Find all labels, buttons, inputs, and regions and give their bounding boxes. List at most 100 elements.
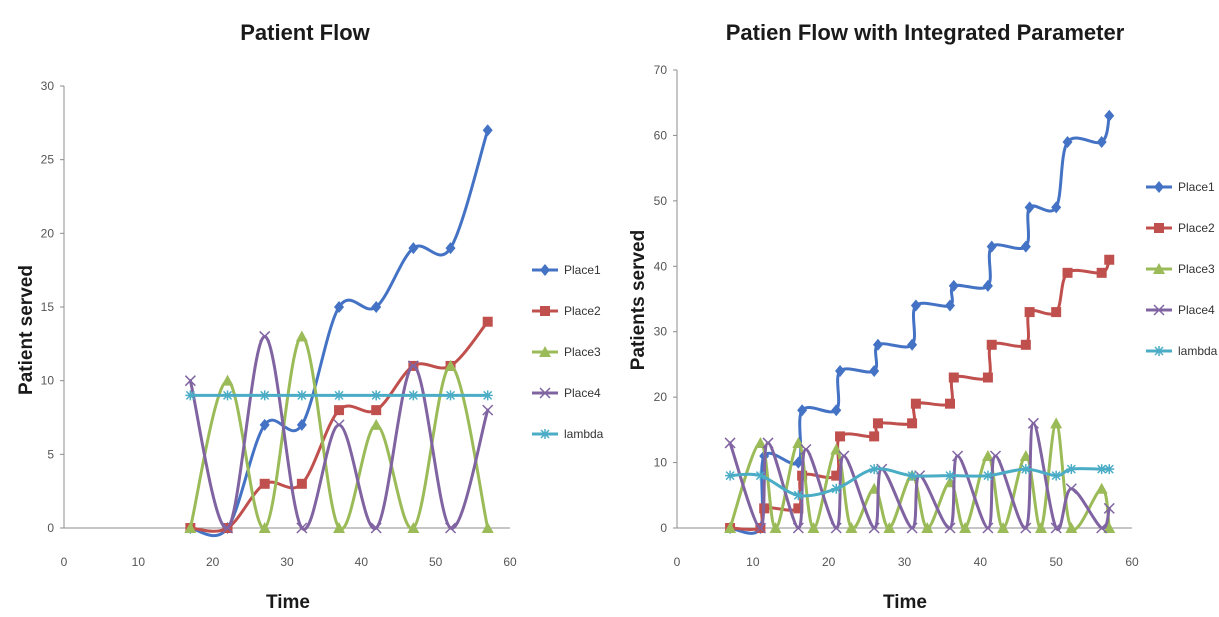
left-chart-series-lambda-point [482,390,493,401]
left-chart-series-place4-point [184,375,196,387]
right-chart-series-lambda-point [831,483,842,494]
right-chart-series-place1-point [1051,201,1062,214]
right-chart-series-place4-point [944,522,956,534]
left-chart-legend-item-place2: Place2 [532,304,601,318]
left-chart-legend-marker [539,346,551,357]
right-chart-series-place2-point [1062,267,1073,278]
right-chart-title: Patien Flow with Integrated Parameter [726,20,1125,45]
left-chart-series-place3-point [444,359,457,371]
chart-patient-flow-svg: Patient Flow 0 5 10 15 20 25 30 0 10 20 30 40 50 60 Tim… [16,20,604,613]
left-chart-series-place4-point [370,522,382,534]
right-chart-series-place1-point [831,404,842,417]
right-chart-series-place2-point [945,398,955,409]
right-chart-series-place4-point [1103,502,1115,514]
left-chart-series-lambda-point [259,390,270,401]
left-chart-y-tick-label: 30 [41,79,55,93]
left-chart-series-place4-point [296,522,308,534]
right-chart-legend-label: Place1 [1178,180,1215,194]
right-chart-series-place3-point [959,522,972,533]
right-chart-series-place3-point [883,522,896,533]
left-chart-series-place1-point [334,301,345,313]
right-chart-series-lambda-point [1096,464,1107,475]
left-chart-series-place1-point [371,301,382,313]
right-chart-series-place1-point [835,364,846,377]
right-chart-legend-label: Place4 [1178,303,1215,317]
right-chart-series-lambda-point [945,470,955,481]
right-chart-series-place1-point [982,279,993,292]
left-chart-y-axis-title: Patient served [16,265,37,395]
right-chart-series-place4-point [830,522,842,534]
left-chart-series-place3-point [295,330,308,342]
left-chart-series-place3-point [258,522,271,533]
right-chart-series-place3-point [1065,522,1078,533]
right-chart-series-place2-point [1051,307,1062,318]
right-chart-series-place1 [725,109,1115,535]
chart-integrated-parameter-svg: Patien Flow with Integrated Parameter 0 10… [628,20,1218,613]
right-chart-x-tick-label: 40 [974,555,988,569]
right-chart-series-place4-point [792,522,804,534]
right-chart-y-tick-label: 20 [654,390,668,404]
left-chart-series-place1-point [445,242,456,255]
right-chart-series-place2-point [835,431,846,442]
left-chart-series-place4-line [188,334,490,531]
right-chart-x-tick-label: 60 [1125,555,1139,569]
right-chart-x-tick-label: 10 [746,555,760,569]
right-chart-series-place3-point [754,436,767,448]
right-chart-legend-marker [1153,304,1165,316]
right-chart-series-place2-point [1020,339,1031,350]
left-chart-x-tick-label: 60 [503,555,517,569]
left-chart-series-place4-point [259,330,271,342]
left-chart-series-lambda-point [334,390,345,401]
right-chart-legend-item-place3: Place3 [1146,262,1215,276]
left-chart-x-tick-label: 20 [206,555,220,569]
right-chart-y-tick-label: 60 [654,128,668,142]
right-chart-series-place1-line [728,114,1111,535]
left-chart-series-place2-point [482,316,493,327]
left-chart-x-axis-title: Time [266,592,310,613]
right-chart-series-place2-point [986,339,997,350]
right-chart-legend-item-place1: Place1 [1146,180,1215,194]
right-chart-series-lambda [725,464,1115,501]
right-chart-legend-label: Place2 [1178,221,1215,235]
right-chart-series-place4-point [982,522,994,534]
right-chart-series-place1-point [869,364,880,377]
left-chart-x-tick-label: 10 [132,555,146,569]
right-chart-series-place2-point [1096,267,1107,278]
left-chart-legend-label: Place4 [564,386,601,400]
left-chart-series-lambda-point [408,390,419,401]
left-chart-series-place3-point [407,522,420,533]
left-chart-series-lambda-point [371,390,382,401]
right-chart-series-place3-point [845,522,858,533]
right-chart-series-lambda-point [1104,464,1115,475]
right-chart-series-place1-point [948,279,959,292]
left-chart-y-tick-label: 5 [47,447,54,461]
left-chart-series-place4-point [407,360,419,372]
left-chart-legend-item-lambda: lambda [532,427,604,441]
right-chart-series-lambda-point [755,470,766,481]
right-chart-series-place3-point [724,522,737,533]
right-chart-series-place1-point [910,299,921,312]
right-chart-x-axis-title: Time [883,592,927,613]
left-chart-series-place1 [185,124,493,538]
left-chart-series-lambda-point [296,390,307,401]
left-chart-legend-item-place3: Place3 [532,345,601,359]
left-chart-series-lambda-point [445,390,456,401]
left-chart-series-place1-line [188,128,490,538]
left-chart-x-tick-label: 30 [280,555,294,569]
left-chart-series-place2-point [371,405,382,416]
right-chart-y-tick-label: 30 [654,325,668,339]
right-chart-legend-label: Place3 [1178,262,1215,276]
right-chart-series-place2-point [1104,254,1115,265]
left-chart-legend-label: Place3 [564,345,601,359]
left-chart-y-tick-label: 20 [41,226,55,240]
chart-patient-flow: Patient Flow 0 5 10 15 20 25 30 0 10 20 30 40 50 60 Tim… [16,20,604,613]
left-chart-legend-item-place1: Place1 [532,263,601,277]
left-chart-series-lambda [185,390,493,401]
left-chart-series-place4-point [222,522,234,534]
right-chart-series-place4-point [800,443,812,456]
right-chart-y-tick-label: 40 [654,259,668,273]
right-chart-y-tick-label: 0 [660,521,667,535]
right-chart-x-tick-label: 0 [674,555,681,569]
right-chart-series-place1-point [793,456,804,469]
